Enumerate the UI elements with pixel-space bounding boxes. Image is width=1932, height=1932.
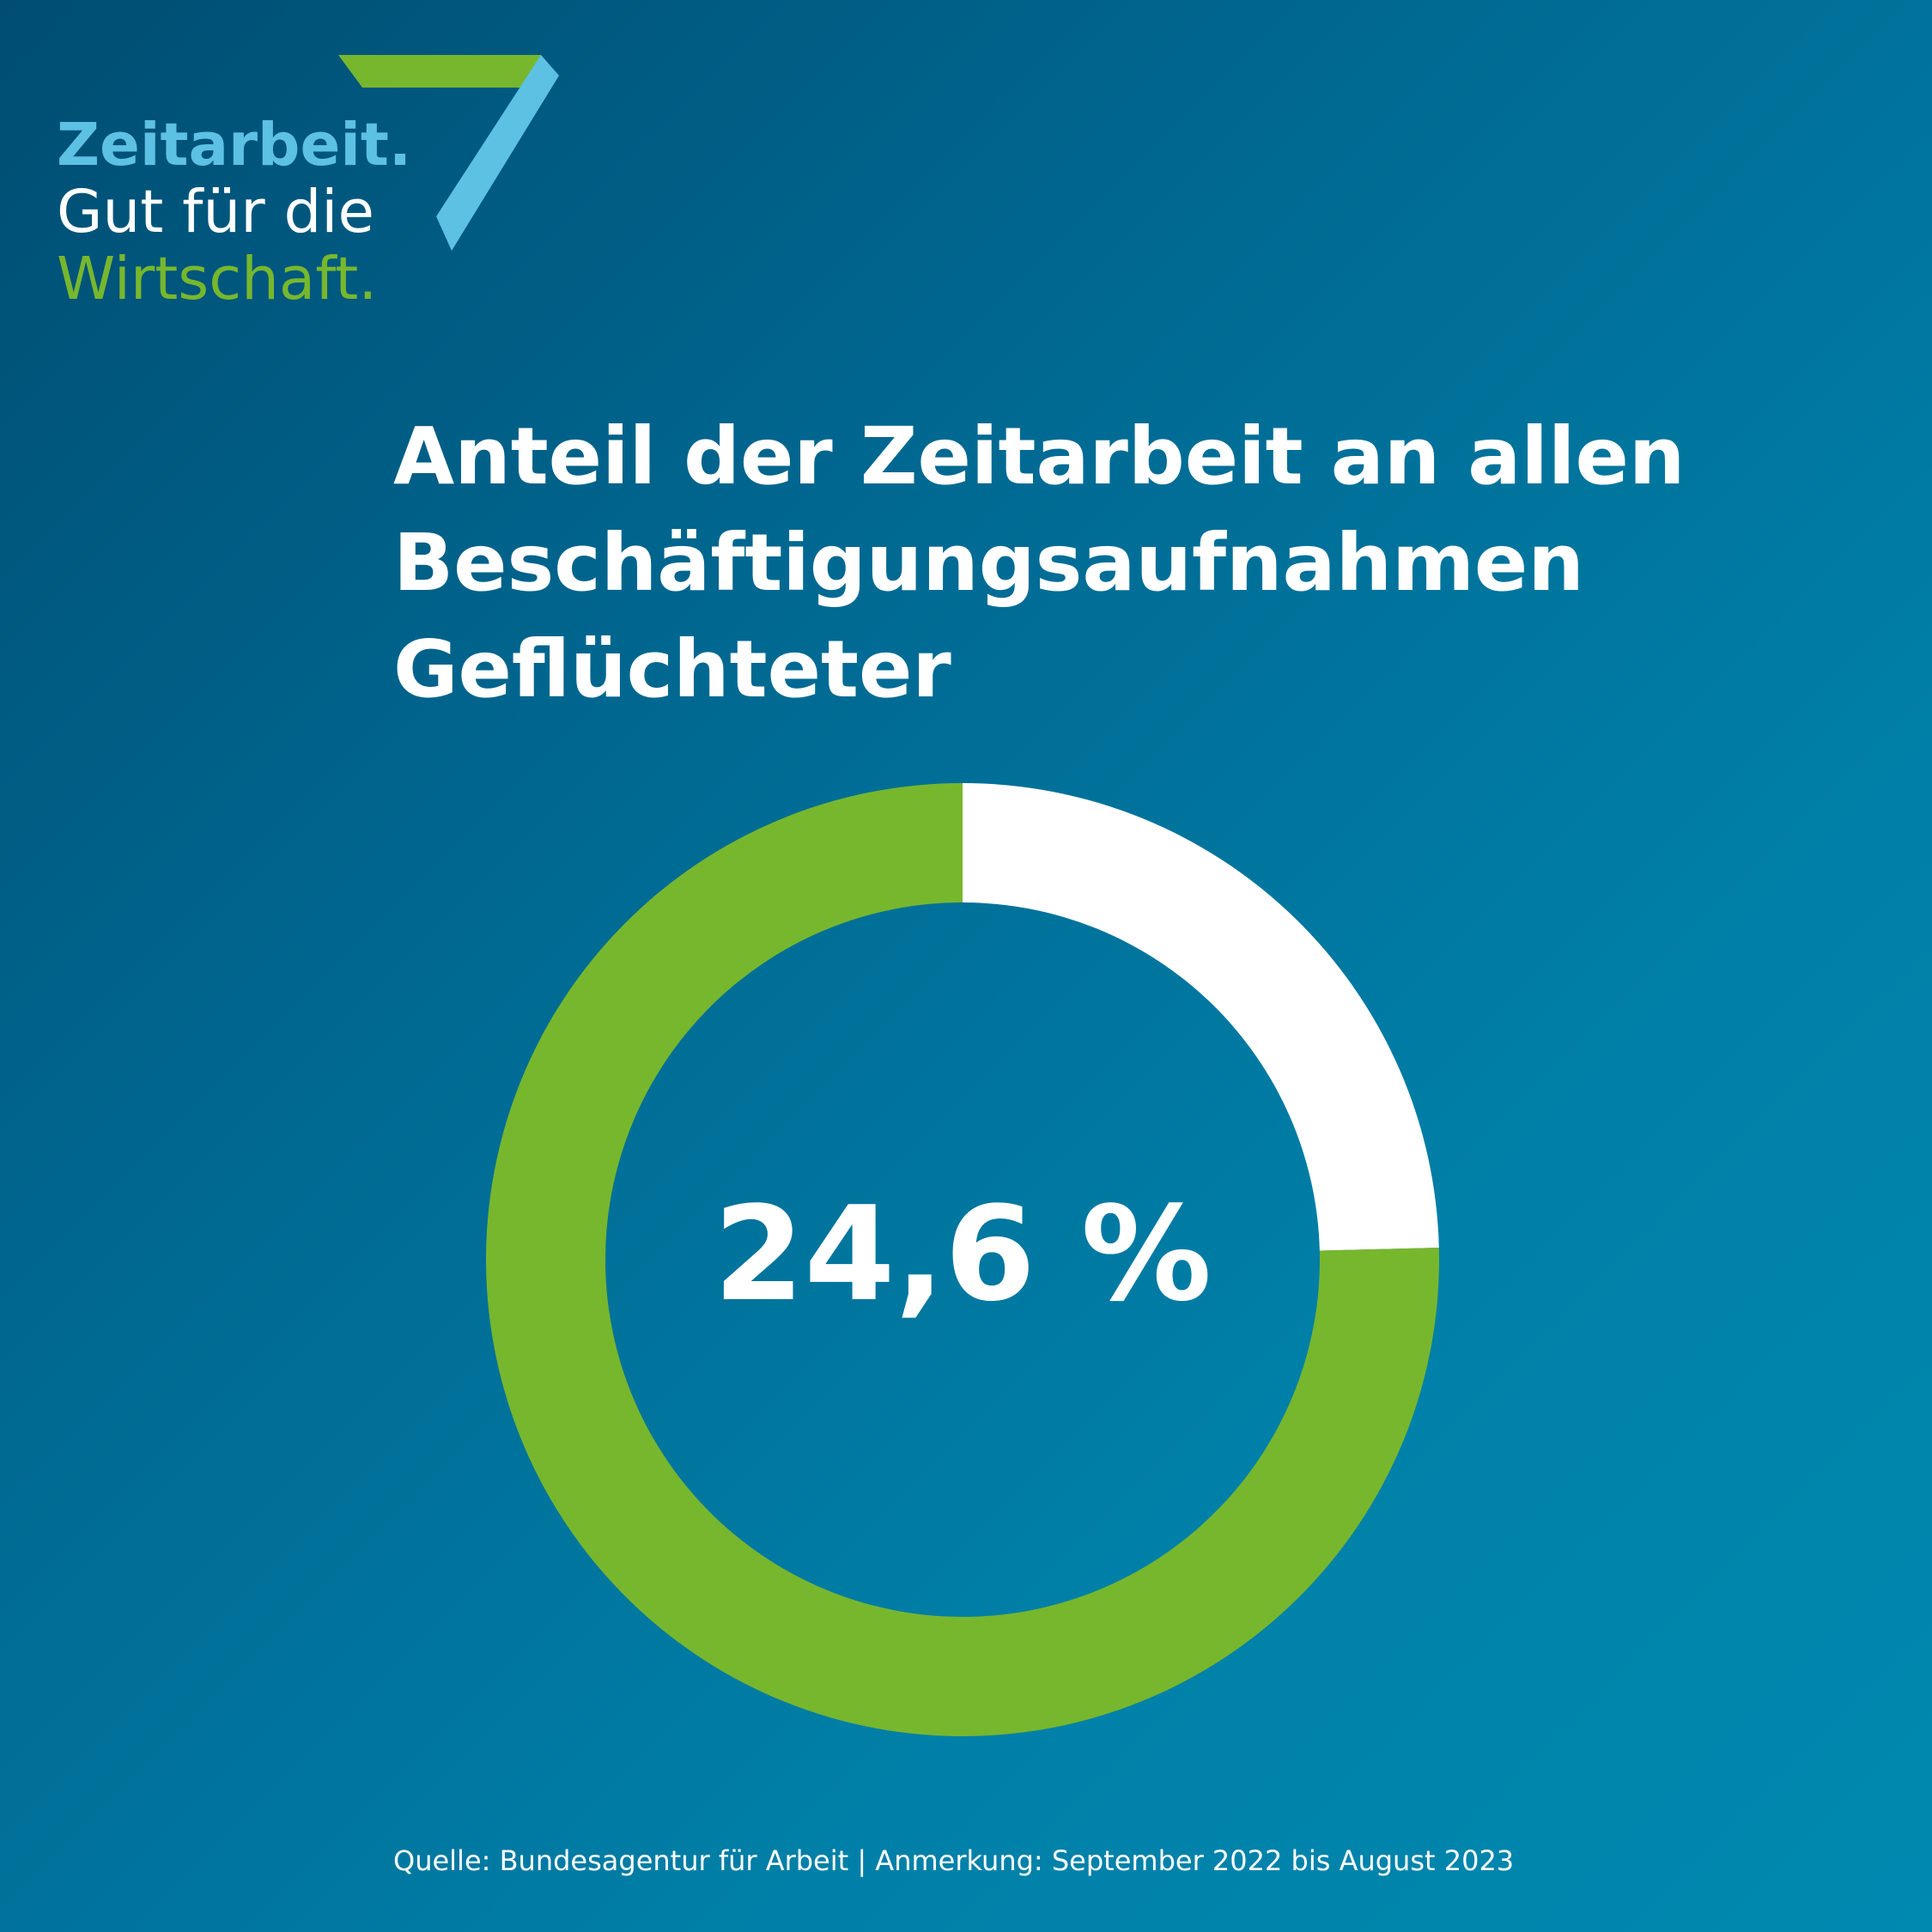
title-line-2: Beschäftigungsaufnahmen xyxy=(393,517,1584,609)
center-value-label: 24,6 % xyxy=(713,1177,1212,1330)
title-line-3: Geflüchteter xyxy=(393,623,951,715)
logo-text: Zeitarbeit. Gut für die Wirtschaft. xyxy=(57,112,411,313)
logo-line-wirtschaft: Wirtschaft. xyxy=(57,245,378,313)
donut-slice-1 xyxy=(963,783,1439,1251)
logo: Zeitarbeit. Gut für die Wirtschaft. xyxy=(57,53,572,328)
donut-chart-svg xyxy=(486,783,1439,1736)
source-note: Quelle: Bundesagentur für Arbeit | Anmer… xyxy=(393,1844,1515,1877)
donut-chart: 24,6 % xyxy=(486,783,1439,1736)
logo-line-gut-fuer-die: Gut für die xyxy=(57,178,374,246)
seven-mark-icon xyxy=(338,55,559,251)
chart-title: Anteil der Zeitarbeit an allen Beschäfti… xyxy=(393,404,1853,723)
logo-line-zeitarbeit: Zeitarbeit. xyxy=(57,111,412,179)
title-line-1: Anteil der Zeitarbeit an allen xyxy=(393,410,1686,502)
